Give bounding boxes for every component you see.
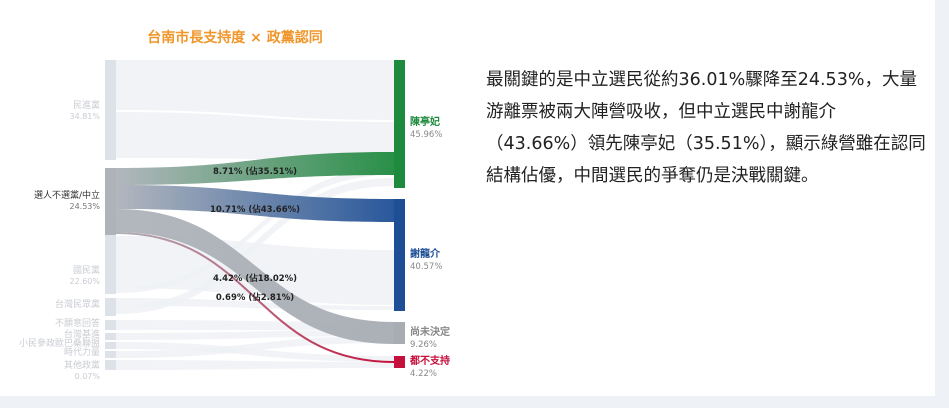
target-value-1: 40.57% (410, 262, 442, 272)
source-label-5: 台灣基進 (64, 328, 100, 340)
source-node-2 (105, 235, 116, 294)
background-flow-10 (116, 360, 394, 370)
target-label-3: 都不支持 (409, 354, 450, 367)
background-flow-7 (116, 330, 394, 340)
target-node-0 (394, 60, 405, 188)
flow-neutral-to-target-2 (116, 209, 394, 344)
source-node-4 (105, 320, 116, 330)
target-label-1: 謝龍介 (410, 247, 441, 260)
target-node-2 (394, 322, 405, 344)
background-flow-1 (116, 112, 394, 160)
chart-title: 台南市長支持度 × 政黨認同 (147, 30, 323, 46)
flow-label-1: 10.71% (佔43.66%) (210, 204, 300, 215)
target-label-2: 尚未決定 (410, 325, 450, 338)
background-flow-9 (116, 336, 394, 358)
source-label-6: 小民參政歐巴桑聯盟 (19, 337, 100, 349)
target-value-2: 9.26% (410, 340, 437, 350)
source-value-0: 34.81% (69, 112, 100, 121)
target-value-3: 4.22% (410, 369, 437, 379)
flow-neutral-to-target-0 (116, 152, 394, 185)
source-label-7: 時代力量 (64, 346, 100, 358)
background-flow-5 (116, 178, 394, 314)
source-label-8: 其他政黨 (64, 359, 100, 371)
background-flow-3 (116, 168, 394, 293)
source-value-1: 24.53% (69, 202, 100, 211)
page-edge (935, 0, 949, 396)
target-node-1 (394, 199, 405, 311)
source-value-2: 22.60% (69, 277, 100, 286)
source-node-0 (105, 60, 116, 160)
flow-label-3: 0.69% (佔2.81%) (216, 292, 294, 303)
source-node-6 (105, 342, 116, 349)
source-label-1: 選人不選黨/中立 (34, 189, 100, 201)
target-label-0: 陳亭妃 (410, 115, 440, 128)
background-flow-0 (116, 60, 394, 120)
page-bottom-band (0, 396, 949, 408)
source-value-8: 0.07% (75, 372, 101, 381)
source-node-7 (105, 351, 116, 358)
flow-neutral-to-target-1 (116, 185, 394, 222)
background-flow-8 (116, 342, 394, 362)
source-node-1 (105, 168, 116, 242)
flow-neutral-to-target-3 (115, 232, 395, 363)
target-node-3 (394, 356, 405, 368)
source-node-5 (105, 333, 116, 340)
source-label-0: 民進黨 (73, 99, 100, 111)
commentary-text: 最關鍵的是中立選民從約36.01%驟降至24.53%，大量游離票被兩大陣營吸收，… (486, 70, 926, 186)
source-node-8 (105, 360, 116, 370)
source-node-3 (105, 298, 116, 316)
background-flow-4 (116, 298, 394, 310)
source-label-2: 國民黨 (73, 264, 100, 276)
source-label-3: 台灣民眾黨 (55, 298, 100, 310)
source-label-4: 不願意回答 (55, 317, 100, 329)
flow-label-2: 4.42% (佔18.02%) (213, 273, 297, 284)
flow-label-0: 8.71% (佔35.51%) (213, 166, 297, 177)
target-value-0: 45.96% (410, 130, 442, 140)
